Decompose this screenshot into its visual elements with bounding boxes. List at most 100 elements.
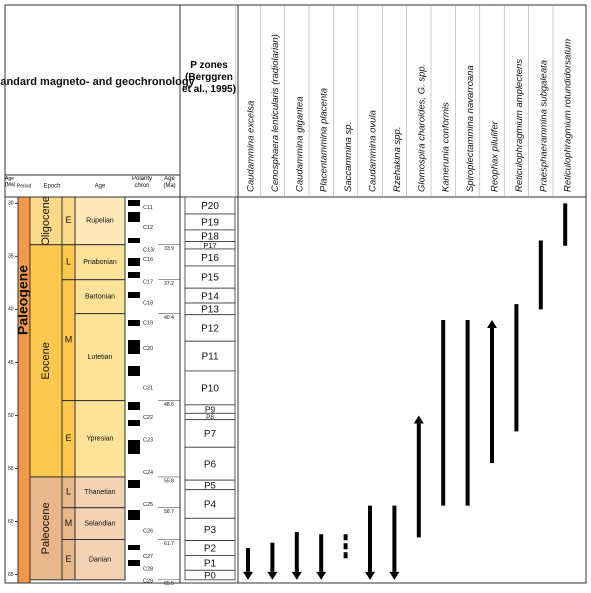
- pzone-label: P17: [203, 241, 216, 250]
- col-header: Age (Ma): [163, 176, 176, 189]
- subepoch-label: M: [65, 335, 73, 345]
- pzone-label: P20: [201, 201, 219, 212]
- taxon-name: Reticulophragmium amplectens: [514, 59, 525, 192]
- polarity-block: [128, 200, 140, 206]
- chron-label: C23: [143, 437, 153, 443]
- stage-label: Rupelian: [86, 218, 114, 225]
- polarity-block: [128, 292, 140, 298]
- col-header: Polarity chron: [131, 176, 152, 189]
- epoch-band: [29, 476, 63, 581]
- polarity-block: [128, 510, 140, 520]
- boundary-age: 33.9: [164, 246, 174, 252]
- polarity-block: [128, 340, 140, 354]
- chron-label: C16: [143, 257, 153, 263]
- stage-band: [74, 400, 126, 478]
- subepoch-label: E: [65, 433, 71, 443]
- chron-label: C24: [143, 470, 153, 476]
- stage-label: Thanetian: [84, 489, 115, 496]
- range-arrow: [389, 571, 400, 580]
- pzone-label: P3: [204, 525, 217, 536]
- stage-band: [74, 244, 126, 281]
- age-tick-label: 40: [8, 307, 14, 313]
- polarity-block: [128, 440, 140, 454]
- chron-label: C17: [143, 279, 153, 285]
- subepoch-label: L: [66, 487, 71, 497]
- range-arrow: [291, 571, 302, 580]
- age-tick-label: 60: [8, 519, 14, 525]
- range-arrow: [365, 571, 375, 580]
- stage-band: [74, 507, 126, 541]
- age-tick-label: 45: [8, 360, 14, 366]
- taxon-name: Reophax pilulifer: [490, 120, 501, 192]
- chron-label: C19: [143, 321, 153, 327]
- boundary-age: 65.5: [164, 581, 174, 587]
- pzones-title: P zones (Berggren et al., 1995): [182, 60, 236, 95]
- pzone-box: [184, 446, 236, 481]
- taxon-name: Rzehakina spp.: [392, 127, 403, 192]
- chron-label: C13/: [143, 247, 155, 253]
- taxon-name: Saccammina sp.: [343, 122, 354, 192]
- pzone-label: P6: [204, 459, 217, 470]
- polarity-block: [128, 258, 140, 266]
- col-header: Period: [17, 183, 32, 189]
- chron-label: C22: [143, 415, 153, 421]
- age-tick-label: 50: [8, 413, 14, 419]
- subepoch-label: E: [65, 554, 71, 564]
- chron-label: C11: [143, 205, 153, 211]
- chron-label: C25: [143, 502, 153, 508]
- pzone-label: P18: [201, 231, 219, 242]
- stage-band: [74, 476, 126, 509]
- pzone-box: [184, 569, 236, 581]
- pzone-label: P5: [204, 480, 216, 491]
- taxon-name: Kamerunia conformis: [441, 102, 452, 192]
- taxon-name: Caudammina ovula: [368, 110, 379, 192]
- stage-label: Ypresian: [86, 436, 113, 443]
- chron-label: C28: [143, 567, 153, 573]
- boundary-age: 61.7: [164, 541, 174, 547]
- stage-band: [74, 279, 126, 315]
- taxon-name: Praesphaerammina subgaleata: [538, 60, 549, 192]
- stage-label: Lutetian: [88, 354, 113, 361]
- polarity-block: [128, 480, 140, 488]
- pzone-box: [184, 370, 236, 406]
- frame: [4, 4, 587, 584]
- pzone-label: P15: [201, 273, 219, 284]
- stage-band: [74, 196, 126, 246]
- stage-label: Priabonian: [83, 259, 117, 266]
- pzone-box: [184, 314, 236, 342]
- pzone-label: P7: [204, 429, 217, 440]
- col-box: Age (Ma): [163, 176, 176, 189]
- pzone-box: [184, 489, 236, 519]
- pzone-label: P12: [201, 324, 219, 335]
- pzone-box: [184, 419, 236, 448]
- pzone-label: P8: [206, 414, 214, 421]
- age-tick-label: 55: [8, 466, 14, 472]
- polarity-block: [128, 545, 140, 550]
- period-band: [17, 196, 31, 584]
- taxon-name: Caudammina gigantea: [294, 96, 305, 192]
- stage-label: Danian: [89, 557, 111, 564]
- polarity-block: [128, 272, 140, 278]
- pzone-label: P13: [201, 305, 219, 316]
- subepoch-label: M: [65, 518, 73, 528]
- pzone-label: P11: [201, 352, 218, 363]
- epoch-label: Oligocene: [40, 196, 52, 246]
- taxon-name: Spiroplectammina navarroana: [465, 65, 476, 192]
- pzone-label: P10: [201, 384, 219, 395]
- taxon-name: Caudammina excelsa: [246, 101, 257, 192]
- subepoch-label: E: [65, 215, 71, 225]
- stage-label: Bartonian: [85, 294, 115, 301]
- polarity-block: [128, 238, 140, 243]
- chron-label: C26: [143, 528, 153, 534]
- col-header: Age: [95, 184, 106, 190]
- subepoch-label: L: [66, 257, 71, 267]
- boundary-age: 48.6: [164, 402, 174, 408]
- pzone-label: P0: [204, 571, 216, 582]
- boundary-age: 58.7: [164, 509, 174, 515]
- pzone-box: [184, 340, 236, 372]
- polarity-block: [128, 212, 140, 222]
- boundary-age: 55.8: [164, 478, 174, 484]
- age-tick-label: 30: [8, 201, 14, 207]
- chron-label: C29: [143, 578, 153, 584]
